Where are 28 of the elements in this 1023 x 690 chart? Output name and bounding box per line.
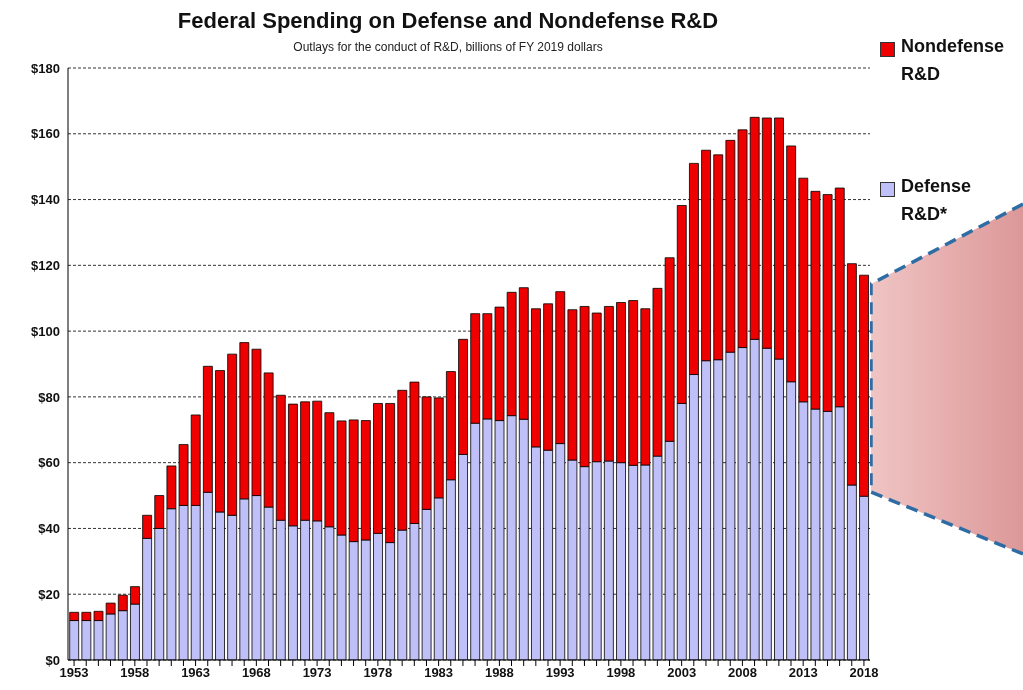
y-tick-label: $40 <box>38 521 60 537</box>
y-tick-label: $80 <box>38 389 60 405</box>
x-tick-label: 1988 <box>484 665 514 681</box>
x-tick-label: 2003 <box>667 665 697 681</box>
y-tick-label: $20 <box>38 586 60 602</box>
y-tick-label: $0 <box>45 652 60 668</box>
x-tick-label: 1978 <box>363 665 393 681</box>
legend-label: Nondefense R&D <box>901 35 1005 86</box>
x-tick-label: 2013 <box>788 665 818 681</box>
y-tick-label: $180 <box>31 60 60 76</box>
x-tick-label: 1993 <box>545 665 575 681</box>
y-tick-label: $160 <box>31 126 60 142</box>
x-tick-label: 1968 <box>241 665 271 681</box>
x-tick-label: 1998 <box>606 665 636 681</box>
y-tick-label: $60 <box>38 455 60 471</box>
chart-title: Federal Spending on Defense and Nondefense R&D <box>176 8 720 34</box>
x-tick-label: 2008 <box>727 665 757 681</box>
y-tick-label: $100 <box>31 323 60 339</box>
x-tick-label: 1953 <box>59 665 89 681</box>
y-tick-label: $140 <box>31 192 60 208</box>
x-tick-label: 2018 <box>849 665 879 681</box>
x-tick-label: 1973 <box>302 665 332 681</box>
y-tick-label: $120 <box>31 257 60 273</box>
x-tick-label: 1958 <box>120 665 150 681</box>
x-tick-label: 1983 <box>424 665 454 681</box>
chart-subtitle: Outlays for the conduct of R&D, billions of FY 2019 dollars <box>292 40 604 54</box>
legend-label: Defense R&D* <box>901 175 973 226</box>
x-tick-label: 1963 <box>181 665 211 681</box>
